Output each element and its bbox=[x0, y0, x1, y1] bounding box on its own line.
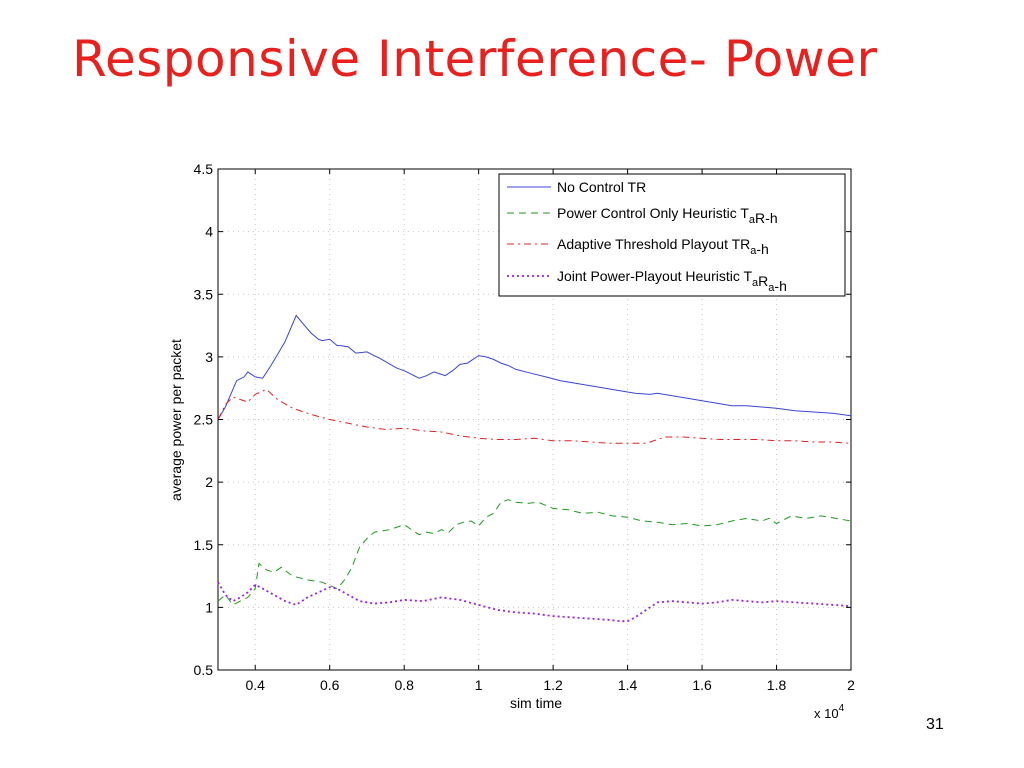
legend: No Control TR Power Control Only Heuristi… bbox=[498, 173, 846, 297]
legend-subscript: a bbox=[750, 245, 757, 257]
legend-text: -h bbox=[756, 241, 768, 257]
legend-label-3: Adaptive Threshold Playout TRa-h bbox=[557, 236, 769, 257]
legend-text: Adaptive Threshold Playout TR bbox=[557, 236, 750, 252]
x-tick-label: 0.8 bbox=[394, 677, 414, 693]
x-tick-label: 2 bbox=[847, 677, 855, 693]
slide-title: Responsive Interference- Power bbox=[72, 30, 878, 88]
legend-subscript: a bbox=[752, 277, 759, 289]
x-tick-label: 1.4 bbox=[618, 677, 638, 693]
y-tick-label: 1 bbox=[205, 599, 213, 615]
page-number: 31 bbox=[926, 716, 944, 733]
legend-subscript: a bbox=[749, 214, 756, 226]
x-tick-label: 1.6 bbox=[692, 677, 712, 693]
y-tick-label: 0.5 bbox=[194, 662, 214, 678]
series-line-2 bbox=[217, 499, 852, 606]
legend-text: No Control TR bbox=[557, 179, 646, 195]
y-tick-label: 2 bbox=[205, 474, 213, 490]
legend-subscript: a bbox=[768, 282, 775, 294]
series-line-1 bbox=[217, 314, 852, 420]
y-tick-label: 3.5 bbox=[194, 286, 214, 302]
y-axis-label: average power per packet bbox=[168, 339, 184, 501]
x-tick-label: 0.6 bbox=[320, 677, 340, 693]
legend-box bbox=[498, 173, 846, 297]
legend-text: R-h bbox=[755, 210, 778, 226]
x-axis-multiplier: x 104 bbox=[814, 703, 845, 721]
legend-text: -h bbox=[774, 278, 786, 294]
legend-label-4: Joint Power-Playout Heuristic TaRa-h bbox=[557, 268, 787, 294]
x-tick-label: 1.2 bbox=[543, 677, 563, 693]
grid-lines bbox=[218, 169, 851, 670]
x-tick-label: 1 bbox=[475, 677, 483, 693]
y-tick-label: 3 bbox=[205, 349, 213, 365]
x-tick-label: 0.4 bbox=[246, 677, 266, 693]
x-axis-label: sim time bbox=[510, 695, 562, 711]
series-line-3 bbox=[217, 388, 852, 444]
x-tick-label: 1.8 bbox=[767, 677, 787, 693]
y-tick-label: 1.5 bbox=[194, 537, 214, 553]
y-tick-label: 2.5 bbox=[194, 412, 214, 428]
axes: 0.4 0.6 0.8 1 1.2 1.4 1.6 1.8 2 0.5 1 1.5 2 2.5 3 3.5 4 4… bbox=[194, 161, 856, 693]
legend-text: Joint Power-Playout Heuristic T bbox=[557, 268, 752, 284]
x-multiplier-exponent: 4 bbox=[839, 703, 845, 714]
y-tick-label: 4 bbox=[205, 224, 213, 240]
legend-text: Power Control Only Heuristic T bbox=[557, 205, 749, 221]
axis-labels: sim time average power per packet x 104 bbox=[168, 339, 845, 721]
y-tick-label: 4.5 bbox=[194, 161, 214, 177]
legend-label-2: Power Control Only Heuristic TaR-h bbox=[557, 205, 778, 226]
legend-text: R bbox=[758, 273, 768, 289]
legend-label-1: No Control TR bbox=[557, 179, 646, 195]
series-lines bbox=[217, 314, 852, 623]
x-multiplier-base: x 10 bbox=[814, 706, 839, 721]
